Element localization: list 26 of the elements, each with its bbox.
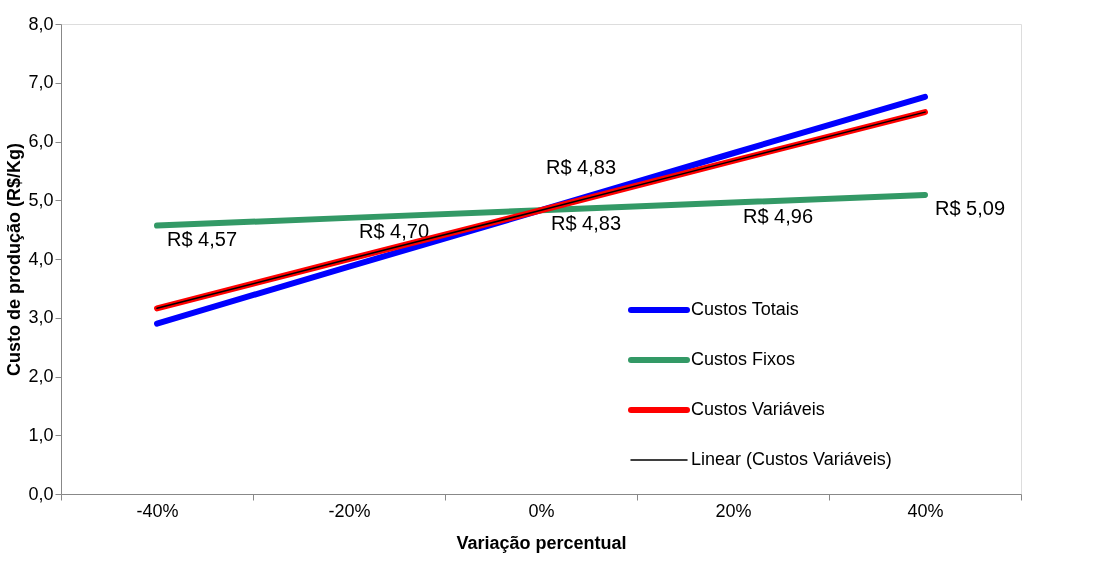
y-tick-label: 5,0 — [28, 189, 54, 210]
y-axis-title: Custo de produção (R$/Kg) — [4, 143, 25, 376]
data-label: R$ 4,70 — [358, 219, 430, 242]
y-tick-label: 6,0 — [28, 131, 54, 151]
x-axis-title: Variação percentual — [456, 532, 627, 553]
annotation: R$ 4,83 — [545, 156, 617, 179]
x-tick-label: -20% — [328, 500, 371, 521]
y-tick-label: 8,0 — [28, 13, 54, 34]
data-label: R$ 4,57 — [166, 227, 238, 250]
x-tick-label: 0% — [528, 500, 555, 521]
legend-label: Custos Fixos — [691, 349, 796, 369]
y-tick-label: 3,0 — [28, 307, 54, 328]
legend-label: Custos Variáveis — [691, 399, 825, 419]
x-tick-label: 20% — [715, 500, 752, 521]
x-tick-label: -40% — [136, 500, 179, 521]
data-label: R$ 5,09 — [934, 196, 1006, 219]
data-label: R$ 4,83 — [550, 212, 622, 235]
y-tick-label: 4,0 — [28, 248, 54, 269]
data-label: R$ 4,96 — [742, 204, 814, 227]
y-tick-label: 7,0 — [28, 72, 54, 93]
legend-label: Linear (Custos Variáveis) — [691, 449, 892, 469]
y-tick-label: 1,0 — [28, 424, 54, 445]
legend-label: Custos Totais — [691, 299, 799, 319]
y-tick-label: 2,0 — [28, 366, 54, 386]
x-tick-label: 40% — [907, 500, 944, 521]
y-tick-label: 0,0 — [28, 483, 54, 504]
